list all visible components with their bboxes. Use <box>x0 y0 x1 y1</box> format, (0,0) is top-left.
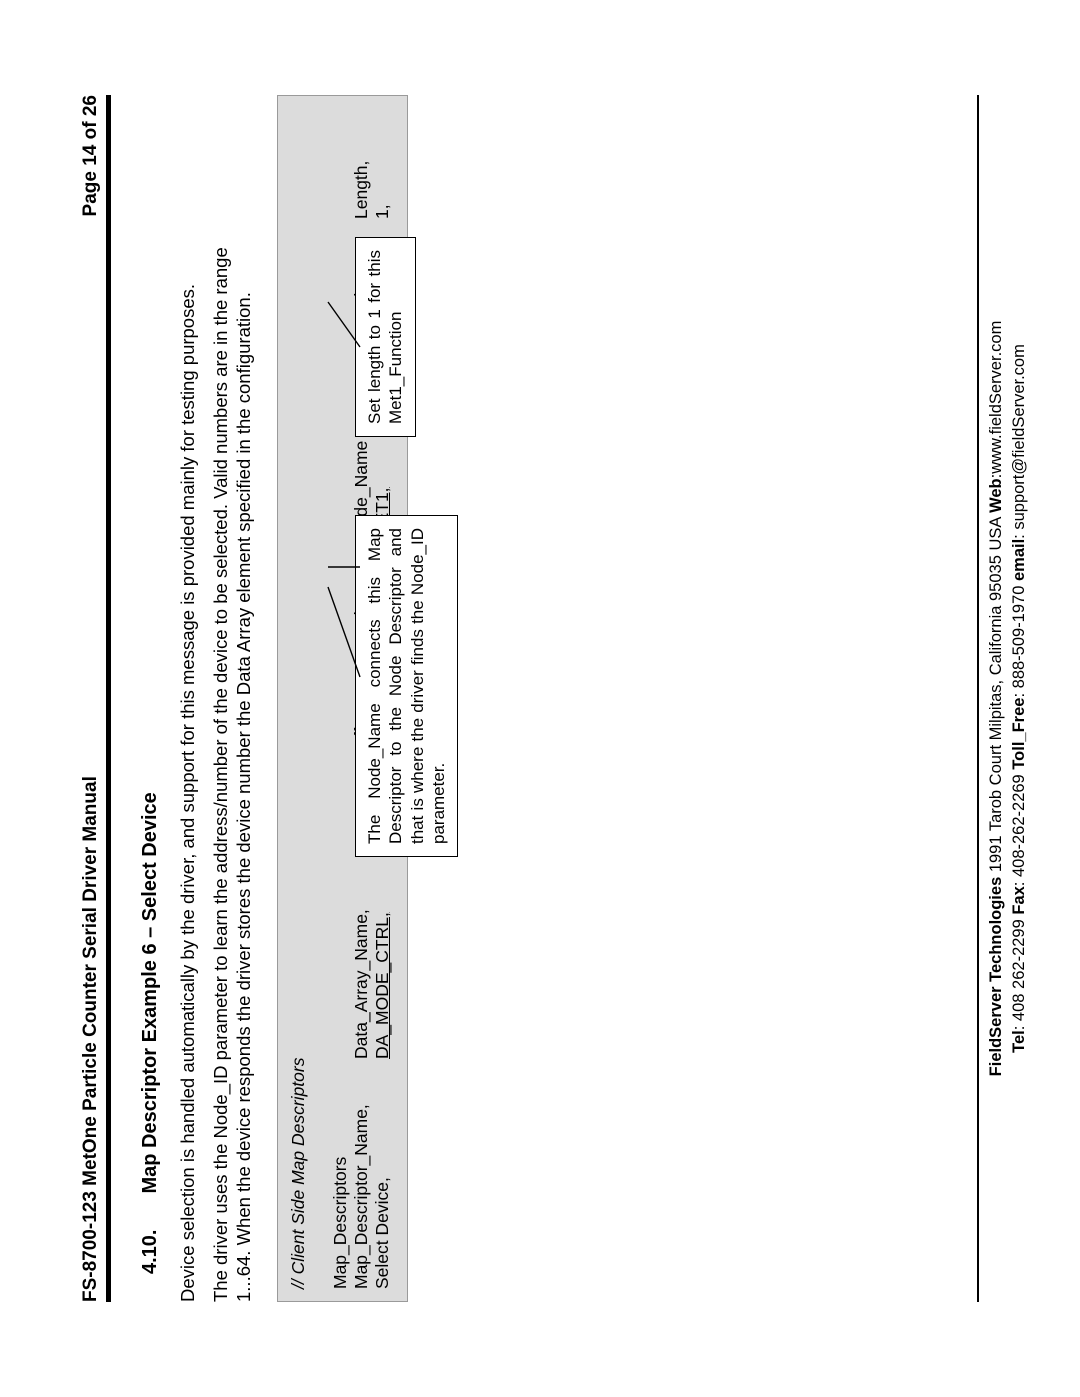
val-map-descriptor-name: Select Device, <box>372 1059 393 1289</box>
hdr-map-descriptor-name: Map_Descriptor_Name, <box>351 1059 372 1289</box>
footer-line-2: Tel: 408 262-2299 Fax: 408-262-2269 Toll… <box>1008 95 1030 1302</box>
section-number: 4.10. <box>139 1230 162 1274</box>
val-length: 1, <box>372 129 393 219</box>
page-header: FS-8700-123 MetOne Particle Counter Seri… <box>80 95 102 1302</box>
footer-tollfree-value: : 888-509-1970 <box>1010 581 1028 698</box>
paragraph-2b: 1...64. When the device responds the dri… <box>233 292 254 1302</box>
footer-email-label: email <box>1010 539 1028 581</box>
footer-tel-label: Tel <box>1010 1030 1028 1053</box>
page-content: FS-8700-123 MetOne Particle Counter Seri… <box>0 0 1080 1397</box>
footer-web-label: Web <box>987 478 1005 513</box>
callout-node-name: The Node_Name connects this Map Descript… <box>355 515 458 857</box>
footer-email-value: : support@fieldServer.com <box>1010 344 1028 539</box>
hdr-data-array-name: Data_Array_Name, <box>351 849 372 1059</box>
footer-tollfree-label: Toll_Free <box>1010 698 1028 770</box>
footer-tel-value: : 408 262-2299 <box>1010 915 1028 1031</box>
footer-fax-value: : 408-262-2269 <box>1010 770 1028 887</box>
code-map-descriptors: Map_Descriptors <box>330 108 351 1289</box>
hdr-length: Length, <box>351 129 372 219</box>
callout-length: Set length to 1 for this Met1_Function <box>355 237 416 437</box>
footer-company: FieldServer Technologies <box>987 877 1005 1077</box>
page-footer: FieldServer Technologies 1991 Tarob Cour… <box>969 95 1030 1302</box>
header-rule <box>106 95 111 1302</box>
paragraph-1: Device selection is handled automaticall… <box>176 95 199 1302</box>
code-blank <box>309 108 330 1289</box>
footer-fax-label: Fax <box>1010 886 1028 914</box>
doc-title: FS-8700-123 MetOne Particle Counter Seri… <box>80 776 102 1302</box>
val-data-array-name: DA_MODE_CTRL, <box>372 849 393 1059</box>
connector-lines <box>0 0 1080 1397</box>
footer-address: 1991 Tarob Court Milpitas, California 95… <box>987 513 1005 877</box>
footer-line-1: FieldServer Technologies 1991 Tarob Cour… <box>985 95 1007 1302</box>
section-heading: 4.10. Map Descriptor Example 6 – Select … <box>139 95 162 1274</box>
paragraph-2: The driver uses the Node_ID parameter to… <box>209 95 255 1302</box>
section-title: Map Descriptor Example 6 – Select Device <box>139 792 162 1193</box>
footer-rule <box>977 95 979 1302</box>
code-comment: // Client Side Map Descriptors <box>288 108 309 1289</box>
paragraph-2a: The driver uses the Node_ID parameter to… <box>210 247 231 1302</box>
footer-web-value: :www.fieldServer.com <box>987 321 1005 479</box>
page-number: Page 14 of 26 <box>80 95 102 216</box>
